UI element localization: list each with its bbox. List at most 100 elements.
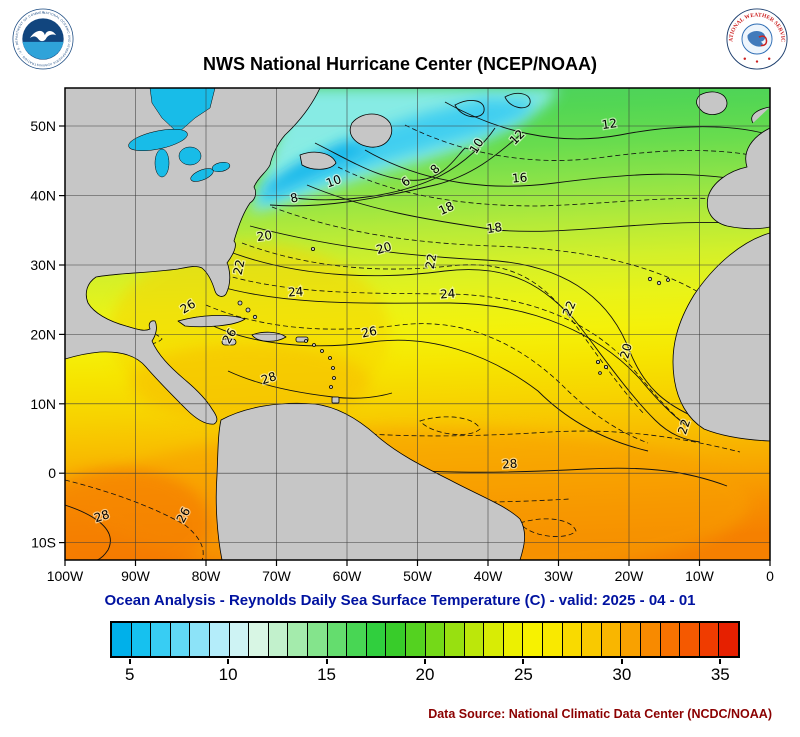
contour-label: 18 [486,220,503,236]
colorbar-tick-mark [325,659,328,664]
contour-25-dashed [205,304,649,444]
contour-label: 20 [375,239,394,257]
page-title: NWS National Hurricane Center (NCEP/NOAA… [202,54,598,74]
colorbar-segment [543,623,563,656]
lon-tick-label: 50W [403,568,433,584]
colorbar-tick-label: 20 [415,665,435,684]
colorbar-segment [249,623,269,656]
contour-loop [504,93,531,109]
contour-14-dashed [404,124,770,161]
canary-island [647,276,653,282]
contour-label: 12 [601,116,618,132]
contour-29-dashed [339,492,571,503]
colorbar-tick-mark [424,659,426,664]
cuba [177,314,246,328]
contour-label: 16 [511,170,527,185]
lon-tick-label: 90W [121,568,151,584]
contour-6 [314,142,466,181]
colorbar-segment [405,623,426,656]
lake-michigan [154,148,170,178]
lesser-antilles-island [320,349,324,353]
trinidad [331,396,340,404]
lesser-antilles-island [329,385,333,389]
contour-label: 22 [231,258,248,276]
contour-16 [364,149,770,187]
colorbar: 5 10 15 20 25 30 35 [110,621,740,689]
contour-28-caribbean [227,370,393,399]
lon-tick-label: 30W [544,568,574,584]
colorbar-segment [660,623,681,656]
colorbar-segment [582,623,602,656]
lake-ontario [211,161,231,173]
lesser-antilles-island [304,339,308,343]
nws-globe-icon [747,31,766,47]
colorbar-tick-label: 25 [513,665,533,684]
canary-island [656,280,662,286]
colorbar-tick-mark [227,659,230,664]
contour-gulf-loop-dashed [99,328,163,346]
noaa-ocean [22,41,64,60]
colorbar-segment [641,623,661,656]
colorbar-tick-label: 35 [710,665,730,684]
colorbar-segment [719,623,738,656]
colorbar-segment [621,623,642,656]
hudson-bay [149,88,216,134]
colorbar-segment [268,623,289,656]
lon-tick-label: 0 [766,568,774,584]
colorbar-tick-label: 10 [218,665,238,684]
colorbar-tick-mark [620,659,623,664]
pacific-warm-patch [65,468,210,560]
south-america [215,402,525,560]
contour-8 [294,127,496,201]
colorbar-segment [170,623,191,656]
contour-label: 22 [675,417,693,436]
lat-tick-label: 0 [48,465,56,481]
colorbar-segment [307,623,328,656]
europe-iberia [706,127,770,230]
lesser-antilles-island [328,356,332,360]
colorbar-segment [464,623,485,656]
contour-label: 28 [502,456,518,471]
bermuda [310,246,315,251]
colorbar-segment [190,623,210,656]
colorbar-segment [327,623,348,656]
jamaica [221,338,237,346]
colorbar-segment [523,623,544,656]
contour-20 [249,225,691,416]
contour-label: 22 [560,299,579,318]
lon-tick-label: 70W [262,568,292,584]
contour-label: 10 [324,172,343,190]
nws-hurricane-icon [758,35,768,47]
nws-dot [767,57,771,60]
lon-tick-label: 40W [474,568,504,584]
contour-label: 24 [288,284,304,299]
cape-verde-island [598,371,602,375]
colorbar-segment [680,623,700,656]
contour-loop-dashed [419,416,481,435]
bahamas-island [245,307,251,313]
contour-12 [444,101,770,140]
lon-tick-label: 60W [333,568,363,584]
contour-17-dashed [337,166,770,207]
contour-18 [306,184,770,232]
colorbar-tick-mark [128,659,131,664]
colorbar-tick-label: 15 [317,665,337,684]
lat-tick-label: 20N [30,326,56,342]
contour-24 [217,285,687,426]
contour-loop [454,100,485,118]
england [751,106,770,124]
map-caption: Ocean Analysis - Reynolds Daily Sea Surf… [104,592,696,609]
land-layer [65,88,770,560]
contour-28-pacific [65,504,111,560]
contour-label: 24 [440,286,456,301]
bahamas-island [237,300,243,306]
cape-verde-island [604,364,609,369]
colorbar-segment [503,623,524,656]
lat-tick-label: 40N [30,188,56,204]
colorbar-tick-mark [522,659,525,664]
contour-10 [269,134,521,207]
colorbar-tick-mark [719,659,722,664]
nws-dot [755,60,759,63]
colorbar-segment [347,623,367,656]
cold-water-mid [255,98,535,206]
